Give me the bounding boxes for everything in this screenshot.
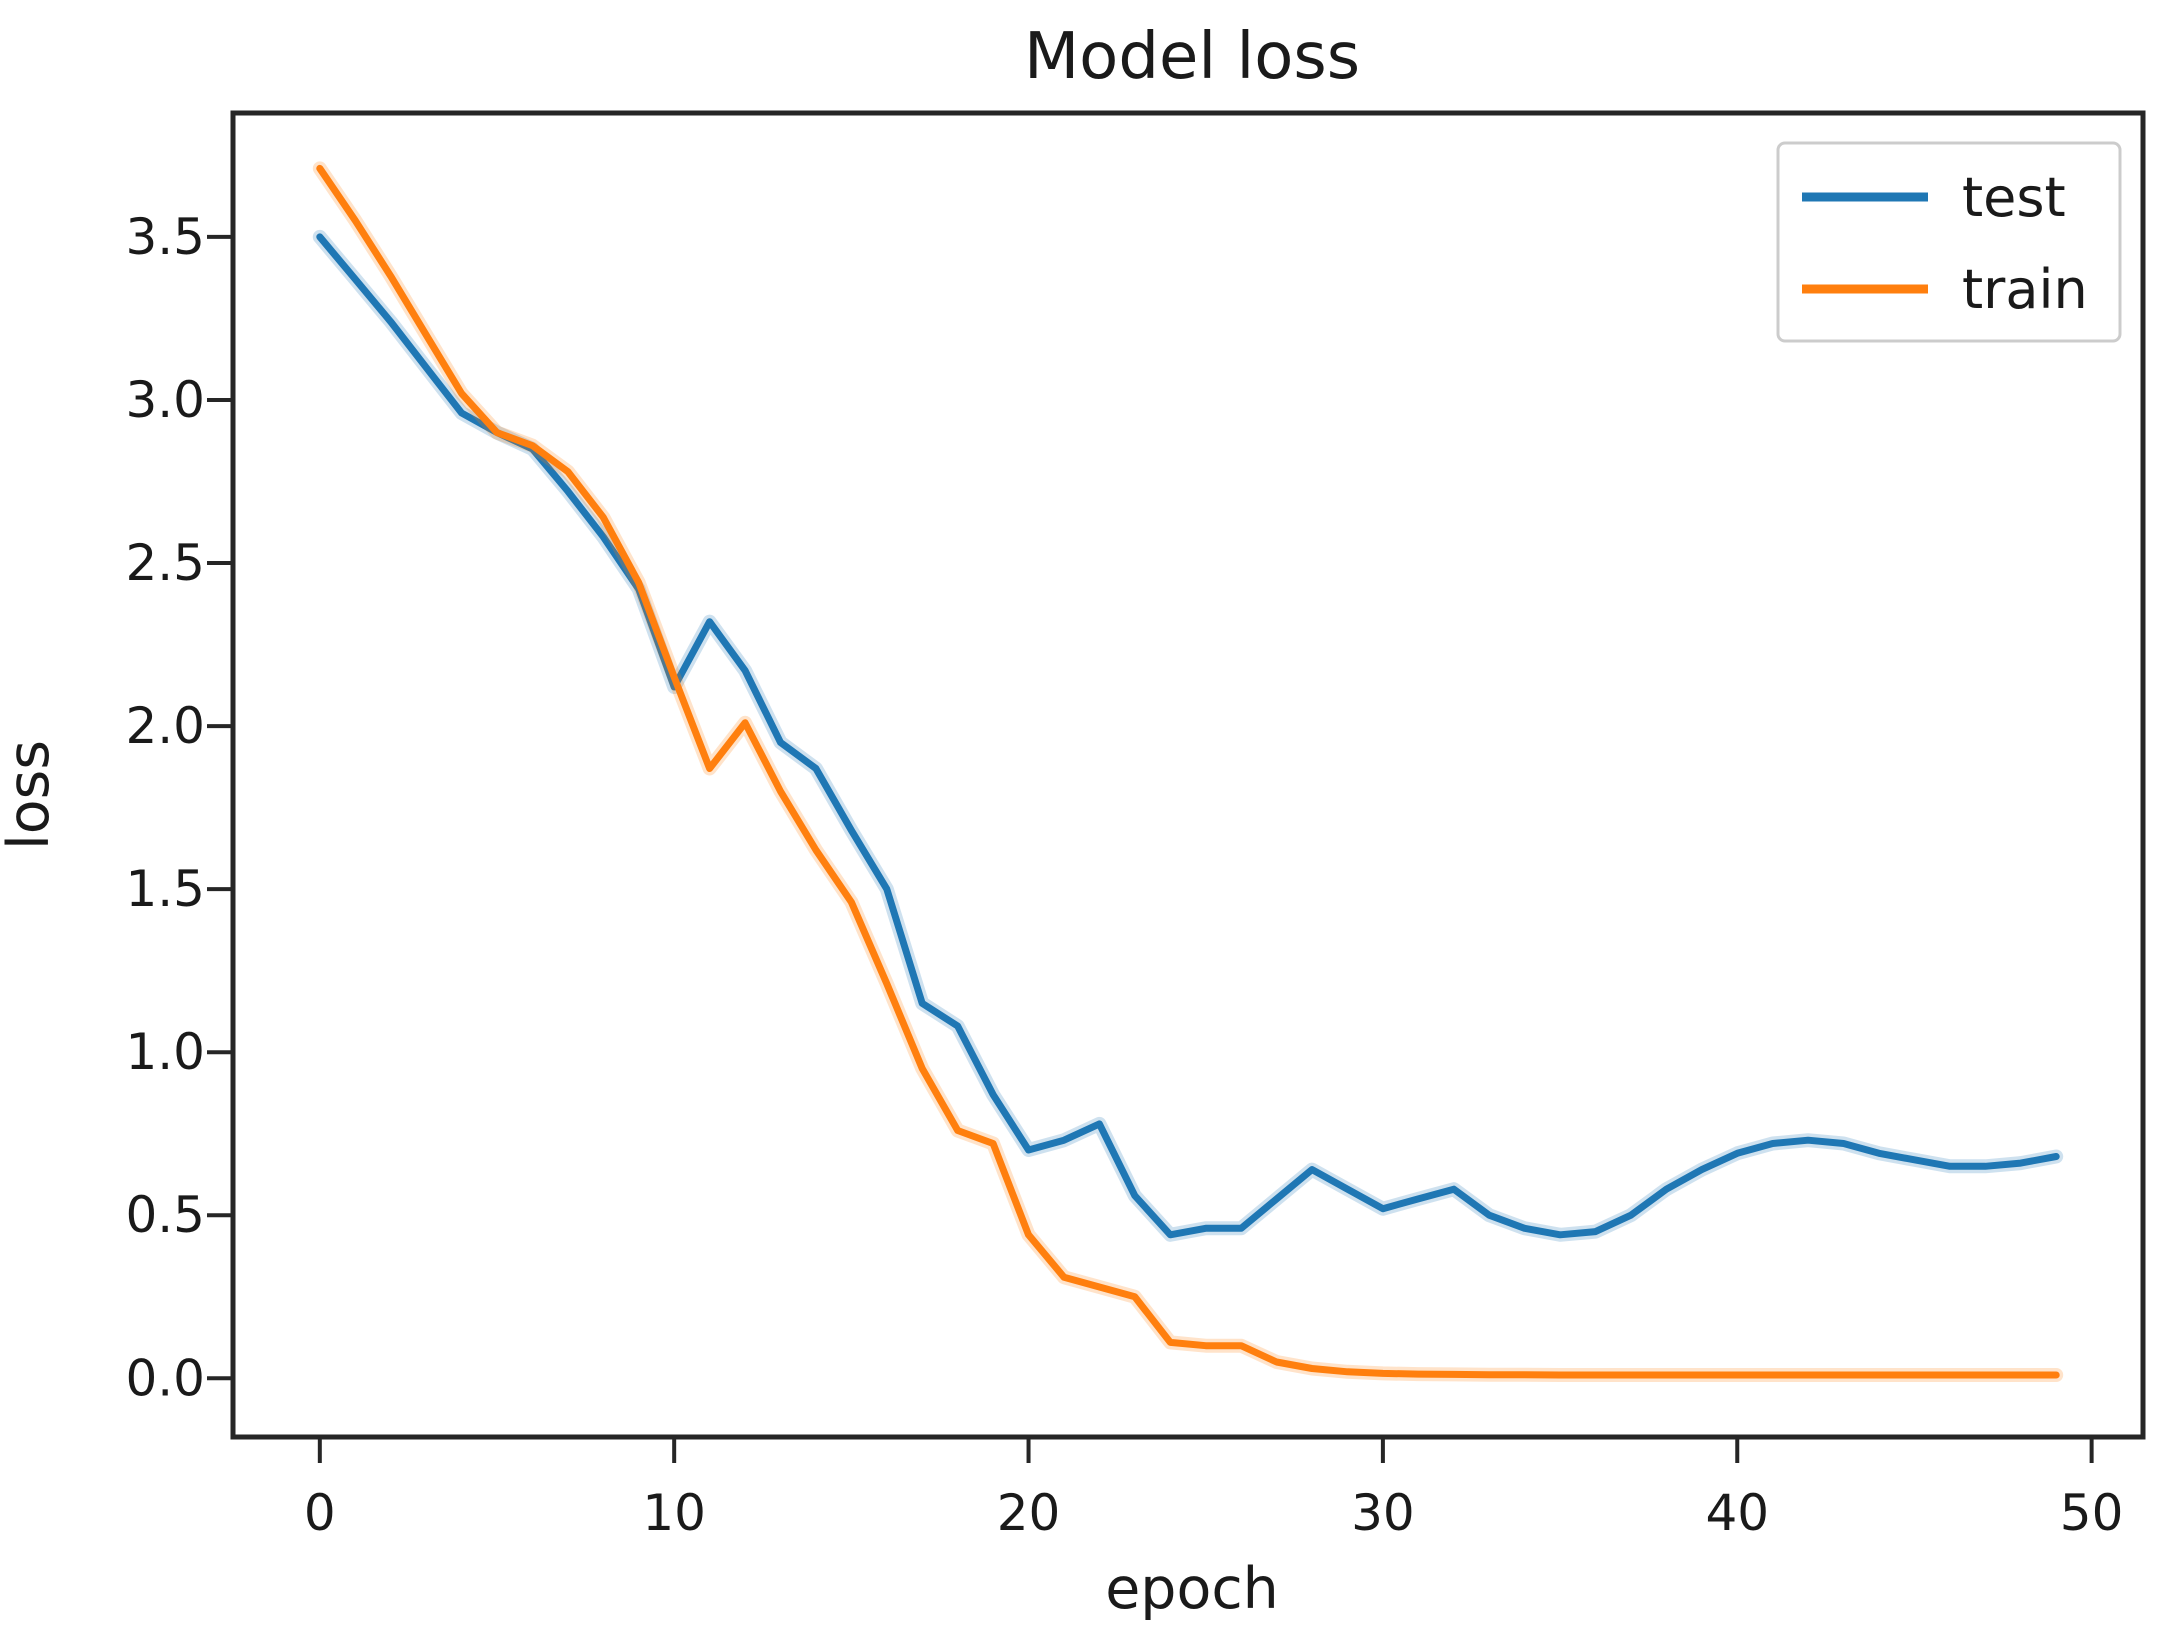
x-axis-ticks: 0 10 20 30 40 50 — [304, 1437, 2124, 1542]
chart-title: Model loss — [1024, 20, 1360, 94]
test-line — [316, 233, 2060, 1239]
legend-test-label: test — [1962, 166, 2066, 229]
y-tick-label: 0.5 — [125, 1186, 205, 1244]
x-tick-label: 0 — [304, 1484, 336, 1542]
y-tick-label: 1.5 — [125, 860, 205, 918]
y-tick-label: 1.0 — [125, 1023, 205, 1081]
y-axis-label: loss — [0, 740, 62, 850]
x-axis-label: epoch — [1105, 1556, 1279, 1622]
y-tick-label: 3.0 — [125, 371, 205, 429]
y-tick-label: 2.0 — [125, 697, 205, 755]
y-tick-label: 2.5 — [125, 534, 205, 592]
x-tick-label: 50 — [2060, 1484, 2124, 1542]
x-tick-label: 40 — [1705, 1484, 1769, 1542]
x-tick-label: 30 — [1351, 1484, 1415, 1542]
y-tick-label: 3.5 — [125, 208, 205, 266]
legend-train-label: train — [1962, 258, 2088, 321]
y-axis-ticks: 0.0 0.5 1.0 1.5 2.0 2.5 3.0 3.5 — [125, 208, 233, 1407]
y-tick-label: 0.0 — [125, 1349, 205, 1407]
legend: test train — [1776, 141, 2122, 343]
series-lines — [312, 161, 2064, 1382]
axes-spines — [230, 110, 2146, 1440]
x-tick-label: 10 — [642, 1484, 706, 1542]
x-tick-label: 20 — [997, 1484, 1061, 1542]
train-line — [316, 164, 2060, 1379]
